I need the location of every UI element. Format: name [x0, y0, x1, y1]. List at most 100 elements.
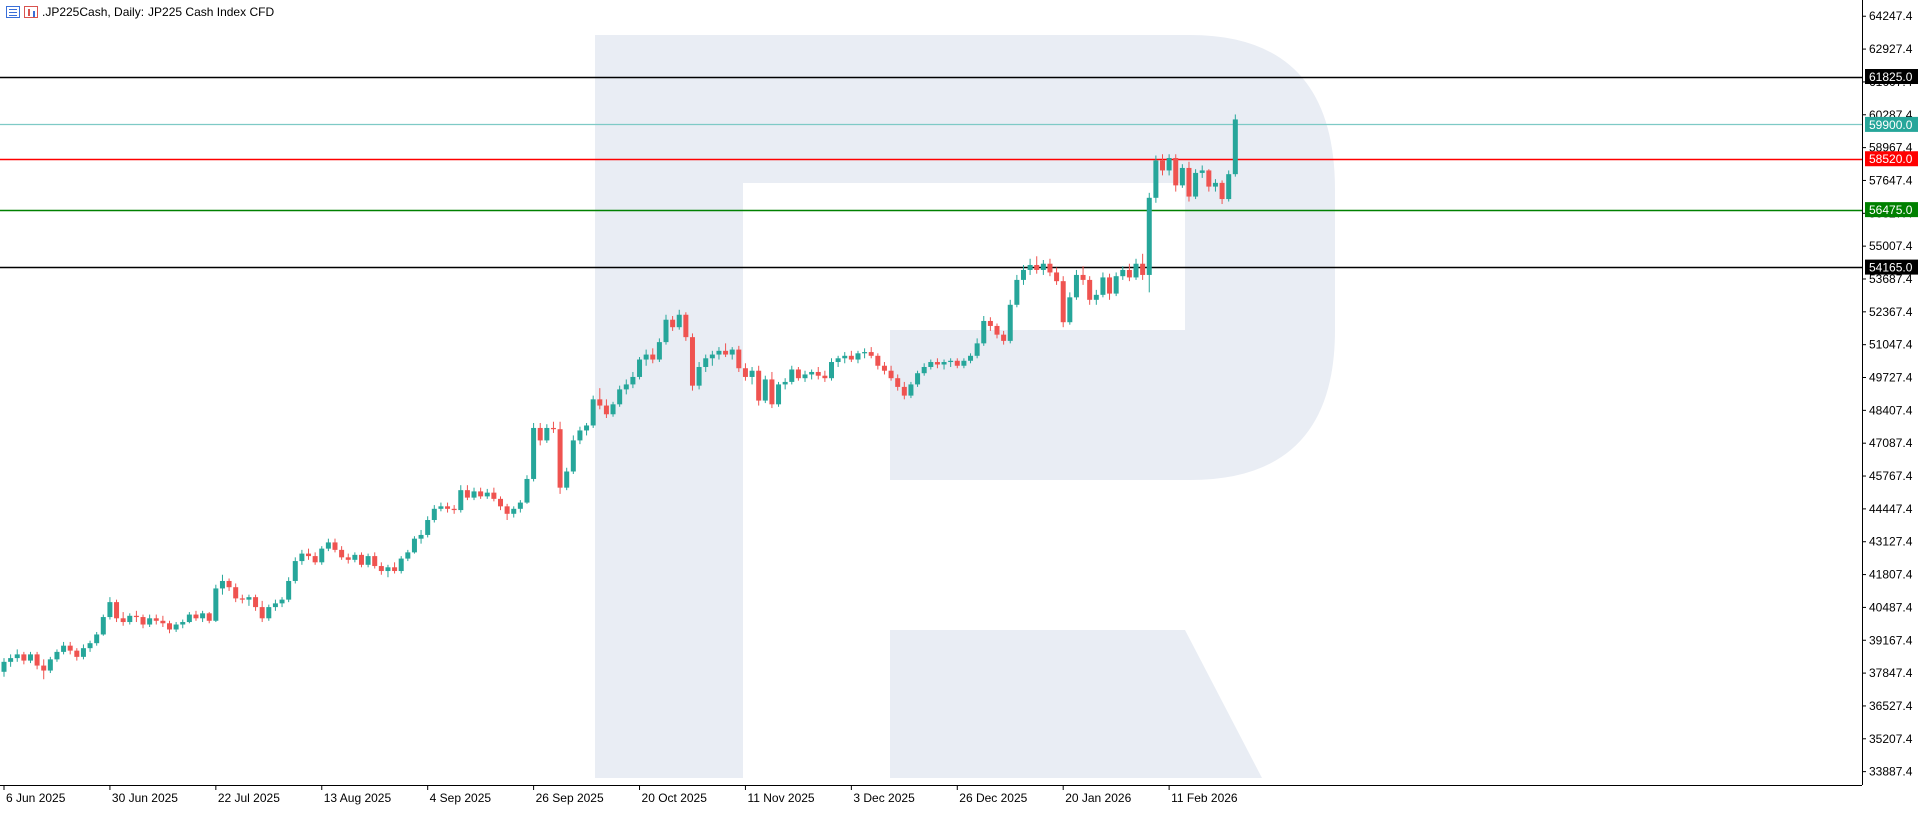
candle-bear[interactable] — [1001, 330, 1007, 345]
candle-bull[interactable] — [1133, 258, 1139, 280]
candle-bear[interactable] — [504, 503, 510, 521]
candle-bull[interactable] — [1014, 274, 1020, 308]
candle-bear[interactable] — [259, 600, 265, 623]
candle-bear[interactable] — [1107, 273, 1113, 300]
candle-bear[interactable] — [1140, 253, 1146, 280]
candle-bull[interactable] — [8, 654, 14, 667]
candle-bear[interactable] — [167, 620, 172, 634]
candle-bear[interactable] — [160, 615, 166, 628]
candle-bull[interactable] — [776, 381, 782, 407]
candle-bull[interactable] — [87, 640, 93, 652]
candles-icon[interactable] — [24, 6, 38, 18]
candle-bear[interactable] — [848, 350, 854, 363]
candle-bear[interactable] — [1160, 154, 1165, 176]
candle-bear[interactable] — [650, 348, 656, 364]
candle-bear[interactable] — [736, 345, 742, 372]
candle-bull[interactable] — [398, 556, 404, 574]
candle-bear[interactable] — [464, 485, 470, 501]
candle-bull[interactable] — [782, 378, 788, 390]
candle-bull[interactable] — [54, 649, 60, 662]
candle-bear[interactable] — [478, 487, 484, 499]
candle-bear[interactable] — [1060, 276, 1066, 328]
candle-bull[interactable] — [577, 426, 583, 445]
candle-bull[interactable] — [405, 549, 411, 562]
candle-bull[interactable] — [835, 355, 841, 367]
candle-bear[interactable] — [378, 562, 384, 575]
candle-bear[interactable] — [392, 562, 398, 574]
candle-bear[interactable] — [994, 323, 1000, 339]
candle-bull[interactable] — [286, 577, 292, 603]
candle-bear[interactable] — [312, 552, 318, 565]
candle-bear[interactable] — [1186, 161, 1192, 202]
candle-bull[interactable] — [80, 644, 86, 660]
candle-bear[interactable] — [140, 614, 146, 629]
candle-bear[interactable] — [21, 651, 27, 665]
candle-bull[interactable] — [584, 422, 590, 436]
candle-bull[interactable] — [968, 353, 974, 364]
candle-bear[interactable] — [954, 358, 960, 369]
candle-bear[interactable] — [193, 610, 199, 621]
candle-bear[interactable] — [597, 388, 603, 410]
candle-bull[interactable] — [1113, 272, 1119, 297]
candle-bear[interactable] — [537, 422, 543, 446]
candle-bear[interactable] — [491, 487, 497, 502]
candle-bear[interactable] — [133, 610, 139, 623]
candle-bull[interactable] — [266, 604, 272, 621]
candle-bull[interactable] — [703, 354, 709, 372]
candle-bull[interactable] — [385, 564, 391, 578]
candle-bear[interactable] — [934, 358, 940, 369]
candle-bull[interactable] — [709, 350, 715, 366]
level-price-tag[interactable] — [1865, 69, 1918, 85]
candle-bull[interactable] — [47, 656, 53, 674]
candle-bear[interactable] — [742, 363, 748, 381]
candle-bull[interactable] — [729, 347, 735, 360]
candle-bull[interactable] — [219, 574, 225, 595]
candle-bull[interactable] — [637, 357, 643, 380]
candle-bull[interactable] — [544, 424, 550, 443]
candle-bull[interactable] — [716, 347, 722, 360]
candle-bear[interactable] — [557, 421, 563, 494]
candle-bull[interactable] — [365, 553, 371, 568]
candle-bull[interactable] — [173, 622, 179, 632]
candle-bull[interactable] — [802, 370, 808, 382]
candle-bear[interactable] — [689, 333, 695, 391]
candle-bull[interactable] — [524, 475, 530, 504]
candle-bull[interactable] — [676, 309, 682, 330]
candle-bull[interactable] — [319, 546, 325, 565]
candle-bull[interactable] — [1212, 179, 1218, 192]
candle-bull[interactable] — [107, 597, 113, 620]
candle-bear[interactable] — [1080, 266, 1086, 285]
candle-bear[interactable] — [1173, 154, 1179, 192]
candle-bull[interactable] — [438, 502, 444, 512]
candle-bear[interactable] — [795, 366, 801, 381]
candle-bear[interactable] — [822, 370, 828, 382]
candle-bull[interactable] — [127, 613, 133, 625]
candle-bear[interactable] — [550, 421, 556, 433]
candle-bull[interactable] — [908, 381, 914, 399]
candle-bear[interactable] — [445, 502, 451, 513]
candle-bear[interactable] — [875, 353, 881, 370]
candle-bull[interactable] — [1067, 292, 1073, 325]
candle-bull[interactable] — [749, 366, 755, 385]
candle-bear[interactable] — [901, 381, 907, 400]
candle-bull[interactable] — [981, 315, 987, 346]
candle-bull[interactable] — [921, 363, 927, 376]
candle-bull[interactable] — [425, 516, 431, 538]
candle-bull[interactable] — [1153, 155, 1159, 203]
candle-bull[interactable] — [762, 375, 768, 404]
candle-bear[interactable] — [1047, 258, 1053, 277]
candle-bull[interactable] — [789, 365, 795, 385]
candle-bear[interactable] — [358, 552, 364, 568]
candle-bear[interactable] — [683, 312, 689, 341]
candle-bull[interactable] — [915, 370, 921, 387]
candle-bull[interactable] — [928, 359, 934, 370]
candle-bull[interactable] — [590, 395, 596, 428]
candle-bear[interactable] — [868, 347, 874, 359]
candle-bull[interactable] — [1226, 170, 1232, 202]
candle-bear[interactable] — [1087, 276, 1093, 305]
candle-bull[interactable] — [94, 631, 100, 646]
candle-bull[interactable] — [809, 369, 815, 380]
candle-bull[interactable] — [325, 538, 331, 552]
candle-bull[interactable] — [471, 487, 477, 501]
